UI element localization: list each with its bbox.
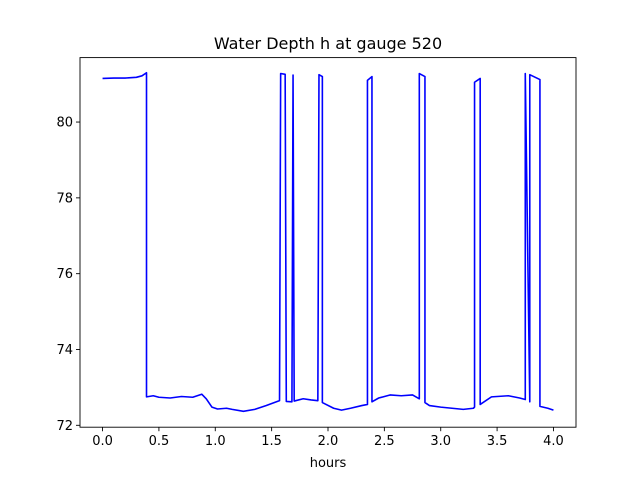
series-layer: [102, 71, 554, 413]
chart-title: Water Depth h at gauge 520: [214, 34, 442, 53]
y-tick-label: 74: [56, 343, 73, 358]
x-tick-label: 4.0: [543, 434, 564, 449]
x-tick-label: 0.5: [149, 434, 170, 449]
y-tick-label: 76: [56, 267, 73, 282]
x-tick-label: 1.0: [205, 434, 226, 449]
y-ticks: 72 74 76 78 80: [56, 116, 80, 434]
y-tick-label: 78: [56, 191, 73, 206]
x-tick-label: 2.0: [318, 434, 339, 449]
x-tick-label: 0.0: [92, 434, 113, 449]
series-line-0: [102, 71, 554, 413]
y-tick-label: 72: [56, 419, 73, 434]
plot-area: [80, 57, 576, 428]
x-tick-label: 1.5: [261, 434, 282, 449]
x-tick-label: 3.0: [430, 434, 451, 449]
x-tick-label: 3.5: [487, 434, 508, 449]
x-tick-label: 2.5: [374, 434, 395, 449]
x-ticks: 0.0 0.5 1.0 1.5 2.0 2.5 3.0 3.5 4.0: [92, 427, 564, 449]
y-tick-label: 80: [56, 116, 73, 131]
x-axis-label: hours: [310, 456, 347, 471]
